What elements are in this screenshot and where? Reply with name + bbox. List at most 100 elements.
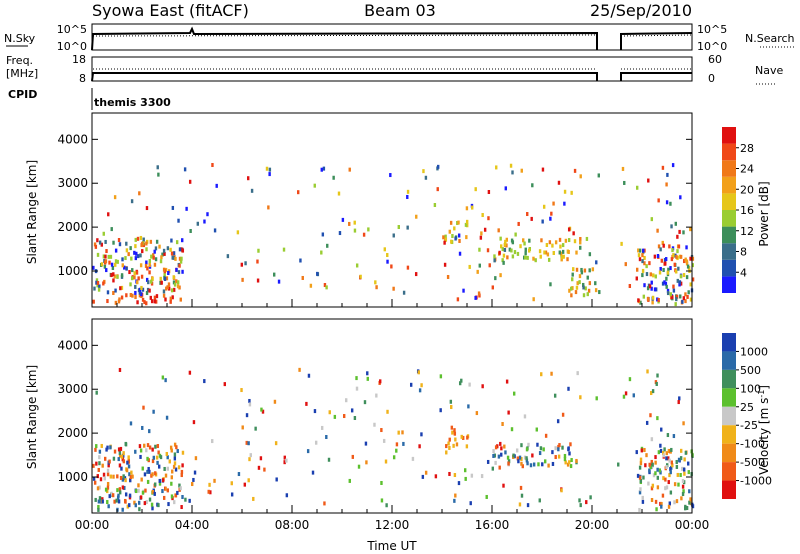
power-echo-cell (406, 265, 410, 270)
power-echo-cell (116, 274, 119, 279)
power-echo-cell (322, 166, 326, 171)
power-colorbar-swatch (722, 127, 736, 144)
velocity-echo-cell (130, 470, 133, 475)
power-echo-cell (563, 201, 566, 206)
power-echo-cell (462, 288, 465, 293)
power-echo-cell (550, 211, 553, 216)
power-echo-cell (579, 236, 582, 241)
velocity-echo-cell (494, 445, 498, 450)
velocity-echo-cell (553, 393, 557, 398)
velocity-echo-cell (469, 501, 472, 506)
power-echo-cell (444, 234, 447, 239)
power-echo-cell (112, 240, 115, 245)
power-echo-cell (648, 284, 652, 289)
velocity-echo-cell (101, 463, 104, 468)
power-echo-cell (502, 253, 506, 258)
power-echo-cell (548, 240, 552, 245)
power-echo-cell (669, 266, 672, 271)
power-echo-cell (118, 297, 121, 302)
power-echo-cell (383, 247, 386, 252)
velocity-echo-cell (688, 500, 691, 505)
velocity-echo-cell (501, 422, 504, 427)
velocity-echo-cell (98, 461, 101, 466)
velocity-echo-cell (285, 493, 289, 498)
velocity-echo-cell (525, 447, 529, 452)
power-echo-cell (118, 242, 122, 247)
velocity-echo-cell (466, 435, 469, 440)
power-echo-cell (653, 254, 657, 259)
power-echo-cell (397, 225, 400, 230)
velocity-echo-cell (342, 414, 346, 419)
power-colorbar-tick-label: 28 (740, 142, 754, 155)
velocity-echo-cell (397, 430, 400, 435)
power-echo-cell (145, 260, 148, 265)
velocity-echo-cell (353, 416, 357, 421)
power-echo-cell (348, 221, 351, 226)
power-echo-cell (136, 236, 140, 241)
velocity-echo-cell (523, 414, 527, 419)
velocity-echo-cell (638, 465, 642, 470)
velocity-echo-cell (106, 472, 110, 477)
power-echo-cell (282, 247, 286, 252)
power-echo-cell (130, 276, 134, 281)
velocity-echo-cell (194, 456, 198, 461)
velocity-y-tick-label: 3000 (57, 382, 88, 396)
velocity-echo-cell (259, 456, 263, 461)
velocity-echo-cell (669, 467, 672, 472)
velocity-echo-cell (681, 466, 684, 471)
power-colorbar-swatch (722, 160, 736, 177)
velocity-echo-cell (150, 502, 154, 507)
power-echo-cell (580, 270, 584, 275)
velocity-panel: 1000 2000 3000 4000 00:00 04:00 08:00 12:00 16:… (25, 318, 772, 553)
power-echo-cell (95, 278, 99, 283)
velocity-echo-cell (95, 444, 98, 449)
velocity-echo-cell (683, 457, 686, 462)
power-echo-cell (134, 244, 137, 249)
velocity-echo-cell (679, 473, 682, 478)
power-echo-cell (338, 231, 342, 236)
power-echo-cell (449, 220, 453, 225)
power-echo-cell (477, 291, 481, 296)
power-echo-cell (121, 257, 124, 262)
power-echo-cell (551, 243, 554, 248)
power-echo-cell (145, 206, 149, 211)
power-echo-cell (671, 295, 674, 300)
velocity-echo-cell (507, 459, 511, 464)
freq-trace (91, 68, 692, 82)
velocity-echo-cell (245, 440, 248, 445)
power-echo-cell (141, 249, 144, 254)
power-echo-cell (456, 221, 459, 226)
velocity-echo-cell (670, 447, 673, 452)
power-echo-cell (92, 299, 95, 304)
velocity-echo-cell (512, 453, 515, 458)
velocity-echo-cell (563, 453, 567, 458)
velocity-echo-cell (380, 428, 383, 433)
power-x-ticks (91, 299, 693, 307)
velocity-echo-layer (92, 367, 695, 512)
velocity-echo-cell (175, 445, 178, 450)
power-echo-cell (139, 253, 142, 258)
power-echo-cell (575, 250, 578, 255)
power-echo-cell (661, 240, 664, 245)
velocity-echo-cell (651, 483, 655, 488)
velocity-echo-cell (116, 488, 119, 493)
power-echo-cell (172, 280, 176, 285)
velocity-echo-cell (348, 478, 351, 483)
power-echo-cell (677, 266, 680, 271)
power-echo-cell (684, 299, 687, 304)
velocity-echo-cell (464, 476, 467, 481)
velocity-echo-cell (283, 460, 286, 465)
power-echo-cell (686, 294, 689, 299)
power-echo-cell (639, 300, 642, 305)
power-echo-cell (641, 273, 644, 278)
velocity-echo-cell (129, 421, 133, 426)
velocity-y-axis: 1000 2000 3000 4000 (57, 338, 692, 484)
power-colorbar-tick-label: 20 (740, 183, 754, 196)
velocity-echo-cell (401, 430, 404, 435)
velocity-echo-cell (561, 412, 565, 417)
freq-label-line2: [MHz] (6, 67, 38, 80)
power-echo-cell (160, 280, 163, 285)
velocity-echo-cell (121, 477, 125, 482)
nave-tick-bottom: 0 (708, 72, 715, 85)
power-echo-cell (679, 195, 682, 200)
